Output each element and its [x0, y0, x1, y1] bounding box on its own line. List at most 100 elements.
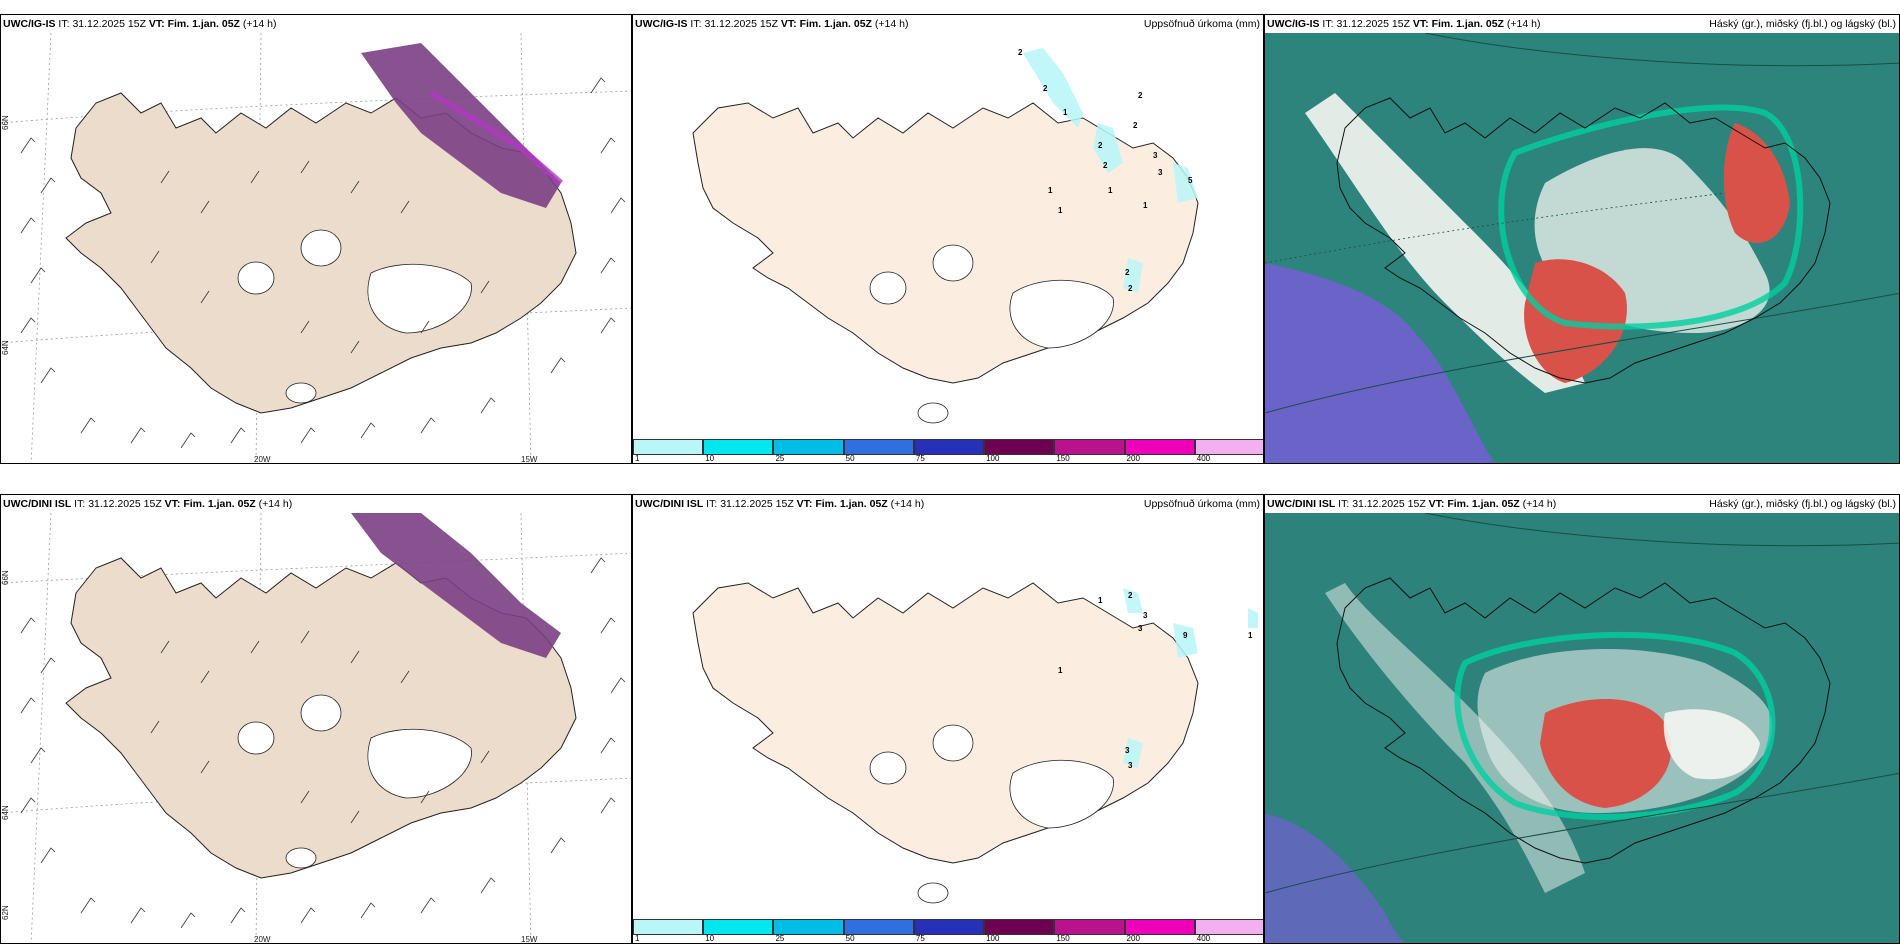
panel-header: UWC/IG-IS IT: 31.12.2025 15Z VT: Fim. 1.…: [1, 15, 631, 33]
colorbar-swatch: [703, 919, 774, 935]
colorbar-tick: 1: [635, 934, 640, 943]
precip-title: Uppsöfnuð úrkoma (mm): [1143, 498, 1260, 510]
colorbar-swatch: [1124, 919, 1195, 935]
wind-map[interactable]: [1, 513, 632, 944]
it-value: 31.12.2025 15Z: [1336, 18, 1410, 30]
panel-cloud-bottom: UWC/DINI ISL IT: 31.12.2025 15Z VT: Fim.…: [1264, 494, 1900, 944]
panel-wind-top: UWC/IG-IS IT: 31.12.2025 15Z VT: Fim. 1.…: [0, 14, 632, 464]
iceland-outline: [1336, 577, 1831, 864]
it-label: IT:: [690, 18, 702, 30]
colorbar-tick: 400: [1196, 454, 1211, 463]
glaciers: [869, 244, 1114, 424]
model-name: UWC/DINI ISL: [3, 498, 72, 510]
panel-precip-bottom: UWC/DINI ISL IT: 31.12.2025 15Z VT: Fim.…: [632, 494, 1264, 944]
glaciers: [237, 229, 472, 404]
precip-hatch-area: [361, 43, 561, 208]
colorbar-swatch: [1194, 919, 1263, 935]
colorbar-tick: 10: [705, 934, 715, 943]
lon-label-15w: 15W: [521, 455, 538, 464]
colorbar-swatch: [984, 919, 1055, 935]
svg-text:3: 3: [1128, 761, 1133, 770]
precip-colorbar: 1 10 25 50 75 100 150 200 400: [633, 917, 1263, 943]
colorbar-tick: 75: [915, 454, 925, 463]
it-label: IT:: [1322, 18, 1334, 30]
vt-label: VT: Fim. 1.jan. 05Z: [796, 498, 888, 510]
svg-text:1: 1: [1143, 201, 1148, 210]
precip-colorbar: 1 10 25 50 75 100 150 200 400: [633, 437, 1263, 463]
it-label: IT:: [706, 498, 718, 510]
colorbar-tick: 150: [1056, 934, 1070, 943]
cloud-title: Háský (gr.), miðský (fj.bl.) og lágský (…: [1709, 498, 1896, 510]
colorbar-swatch: [913, 439, 985, 455]
colorbar-tick: 50: [845, 934, 855, 943]
vt-label: VT: Fim. 1.jan. 05Z: [1428, 498, 1520, 510]
svg-text:2: 2: [1018, 48, 1023, 57]
panel-header: UWC/IG-IS IT: 31.12.2025 15Z VT: Fim. 1.…: [1265, 15, 1899, 33]
colorbar-swatch: [1054, 919, 1125, 935]
colorbar-swatch: [843, 919, 914, 935]
svg-text:2: 2: [1128, 284, 1133, 293]
lon-label-15w: 15W: [521, 935, 538, 944]
colorbar-tick: 75: [915, 934, 925, 943]
low-cloud-blue: [1265, 813, 1404, 943]
white-cloud: [1325, 583, 1585, 893]
colorbar-tick: 25: [775, 454, 785, 463]
forecast-offset: (+14 h): [258, 498, 293, 510]
vt-label: VT: Fim. 1.jan. 05Z: [148, 18, 240, 30]
colorbar-swatch: [1124, 439, 1195, 455]
model-name: UWC/IG-IS: [635, 18, 688, 30]
svg-text:3: 3: [1158, 168, 1163, 177]
it-label: IT:: [74, 498, 86, 510]
white-cloud: [1305, 93, 1585, 393]
svg-text:5: 5: [1188, 176, 1193, 185]
lat-label-66n: 66N: [1, 570, 10, 585]
panel-header: UWC/IG-IS IT: 31.12.2025 15Z VT: Fim. 1.…: [633, 15, 1263, 33]
lon-label-20w: 20W: [254, 935, 271, 944]
colorbar-tick: 150: [1056, 454, 1070, 463]
colorbar-tick: 1: [635, 454, 640, 463]
panel-cloud-top: UWC/IG-IS IT: 31.12.2025 15Z VT: Fim. 1.…: [1264, 14, 1900, 464]
it-value: 31.12.2025 15Z: [704, 18, 778, 30]
svg-text:1: 1: [1058, 666, 1063, 675]
svg-text:3: 3: [1143, 611, 1148, 620]
it-value: 31.12.2025 15Z: [88, 498, 162, 510]
lat-label-64n: 64N: [1, 340, 10, 355]
svg-text:3: 3: [1125, 746, 1130, 755]
vt-label: VT: Fim. 1.jan. 05Z: [164, 498, 256, 510]
it-value: 31.12.2025 15Z: [72, 18, 146, 30]
panel-wind-bottom: UWC/DINI ISL IT: 31.12.2025 15Z VT: Fim.…: [0, 494, 632, 944]
colorbar-swatch: [984, 439, 1055, 455]
precip-numbers: 2 2 1 2 2 2 2 3 3 5 1 1 1 1 2 2: [1018, 48, 1193, 293]
precip-map[interactable]: 2 2 1 2 2 2 2 3 3 5 1 1 1 1 2 2: [633, 33, 1264, 439]
model-name: UWC/DINI ISL: [1267, 498, 1336, 510]
svg-text:1: 1: [1058, 206, 1063, 215]
it-label: IT:: [58, 18, 70, 30]
model-name: UWC/IG-IS: [3, 18, 56, 30]
model-name: UWC/DINI ISL: [635, 498, 704, 510]
cloud-red-north: [1723, 123, 1790, 243]
precip-map[interactable]: 2 1 3 3 9 1 1 3 3: [633, 513, 1264, 919]
colorbar-swatch: [773, 439, 844, 455]
colorbar-tick: 25: [775, 934, 785, 943]
cloud-red-east: [1663, 709, 1760, 780]
iceland-outline: [1336, 97, 1831, 384]
wind-barbs: [20, 77, 626, 449]
panel-header: UWC/DINI ISL IT: 31.12.2025 15Z VT: Fim.…: [633, 495, 1263, 513]
wind-map[interactable]: [1, 33, 632, 464]
forecast-offset: (+14 h): [874, 18, 909, 30]
svg-text:1: 1: [1048, 186, 1053, 195]
svg-text:2: 2: [1125, 268, 1130, 277]
svg-text:2: 2: [1098, 141, 1103, 150]
panel-header: UWC/DINI ISL IT: 31.12.2025 15Z VT: Fim.…: [1, 495, 631, 513]
cloud-map[interactable]: [1265, 513, 1900, 944]
svg-text:3: 3: [1153, 151, 1158, 160]
colorbar-tick: 400: [1196, 934, 1211, 943]
forecast-offset: (+14 h): [1506, 18, 1541, 30]
colorbar-swatch: [703, 439, 774, 455]
cloud-map[interactable]: [1265, 33, 1900, 464]
lat-label-62n: 62N: [1, 905, 10, 920]
colorbar-swatch: [1054, 439, 1125, 455]
panel-header: UWC/DINI ISL IT: 31.12.2025 15Z VT: Fim.…: [1265, 495, 1899, 513]
colorbar-swatch: [633, 919, 704, 935]
colorbar-swatch: [1194, 439, 1263, 455]
